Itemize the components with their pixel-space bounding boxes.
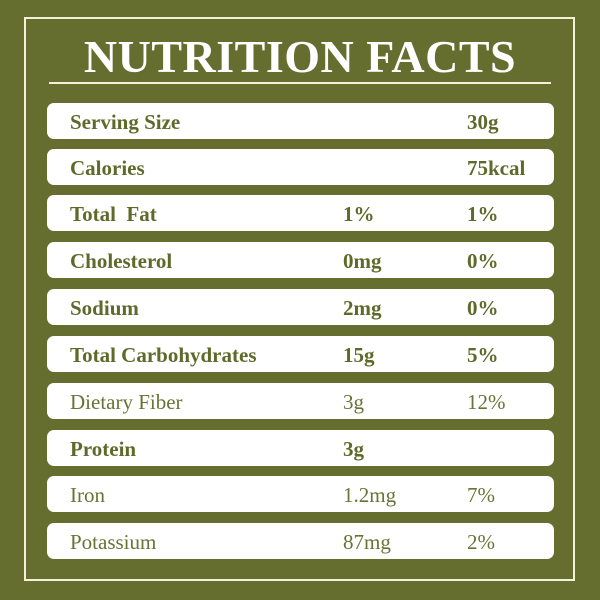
row-label: Total Carbohydrates: [70, 343, 257, 367]
row-label: Iron: [70, 483, 105, 507]
row-total-fat: Total Fat 1% 1%: [47, 195, 554, 231]
page-title: NUTRITION FACTS: [83, 31, 517, 82]
row-value: 75kcal: [467, 156, 526, 180]
row-amount: 0mg: [343, 249, 382, 273]
row-amount: 3g: [343, 437, 364, 461]
row-label: Cholesterol: [70, 249, 173, 273]
row-total-carbohydrates: Total Carbohydrates 15g 5%: [47, 336, 554, 372]
row-serving-size: Serving Size 30g: [47, 103, 554, 139]
row-value: 1%: [467, 202, 499, 226]
row-value: 0%: [467, 296, 499, 320]
row-amount: 3g: [343, 390, 364, 414]
row-amount: 87mg: [343, 530, 391, 554]
row-amount: 15g: [343, 343, 375, 367]
row-label: Calories: [70, 156, 145, 180]
title-divider: [49, 82, 551, 84]
row-cholesterol: Cholesterol 0mg 0%: [47, 242, 554, 278]
row-label: Serving Size: [70, 110, 181, 134]
row-label: Sodium: [70, 296, 139, 320]
row-amount: 1%: [343, 202, 375, 226]
row-label: Total Fat: [70, 202, 157, 226]
row-value: 30g: [467, 110, 499, 134]
row-value: 7%: [467, 483, 495, 507]
label-frame: [24, 17, 575, 581]
row-iron: Iron 1.2mg 7%: [47, 476, 554, 512]
row-amount: 2mg: [343, 296, 382, 320]
row-label: Potassium: [70, 530, 157, 554]
row-amount: 1.2mg: [343, 483, 397, 507]
row-label: Protein: [70, 437, 137, 461]
row-value: 0%: [467, 249, 499, 273]
row-sodium: Sodium 2mg 0%: [47, 289, 554, 325]
row-value: 5%: [467, 343, 499, 367]
row-value: 2%: [467, 530, 495, 554]
row-calories: Calories 75kcal: [47, 149, 554, 185]
row-protein: Protein 3g: [47, 430, 554, 466]
row-label: Dietary Fiber: [70, 390, 183, 414]
row-potassium: Potassium 87mg 2%: [47, 523, 554, 559]
row-dietary-fiber: Dietary Fiber 3g 12%: [47, 383, 554, 419]
row-value: 12%: [467, 390, 506, 414]
